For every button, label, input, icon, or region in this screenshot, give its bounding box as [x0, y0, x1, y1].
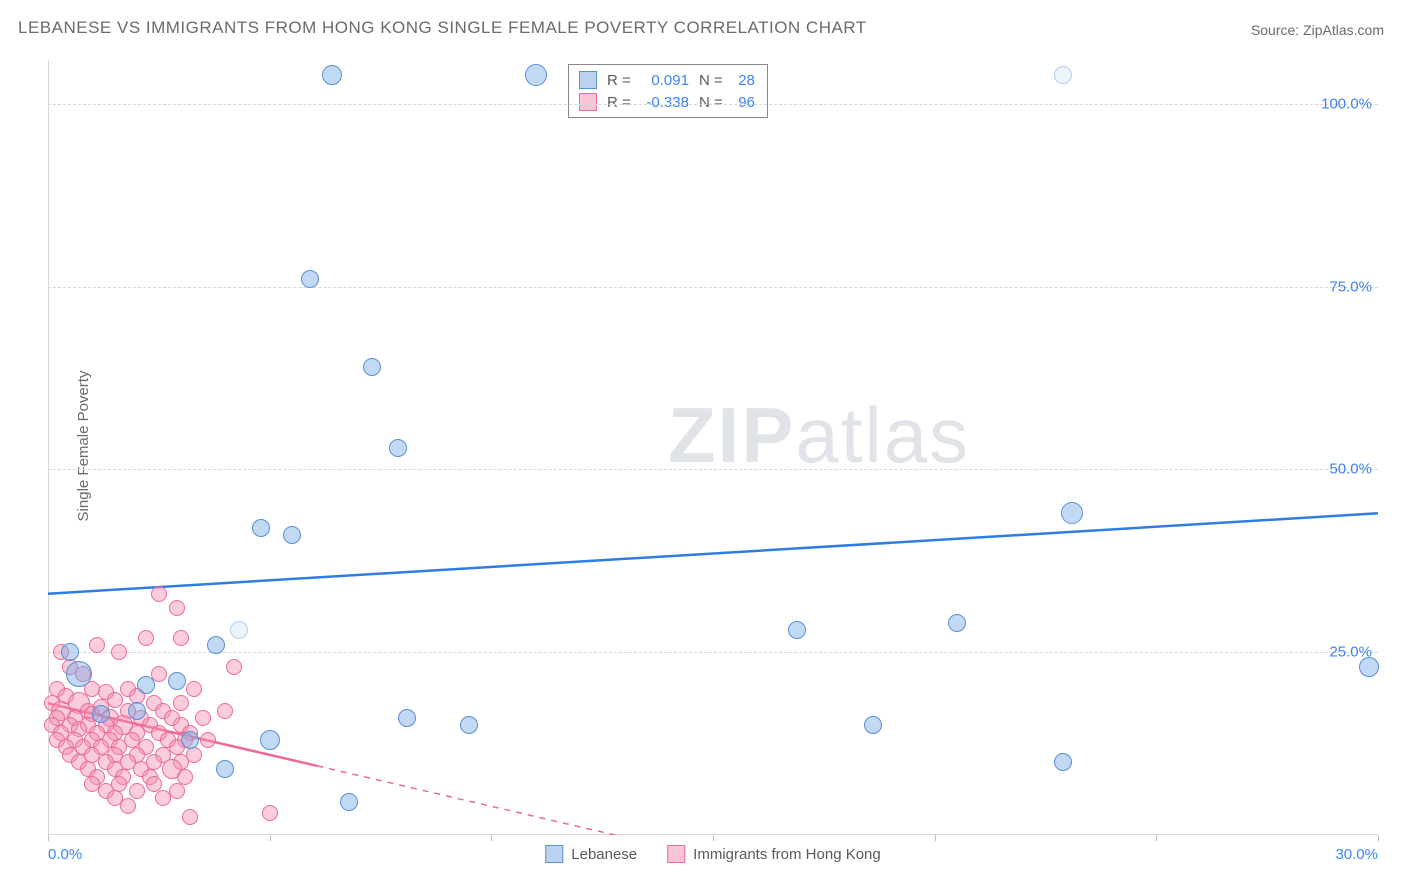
x-tick-label: 30.0%: [1335, 846, 1378, 863]
legend-label-hongkong: Immigrants from Hong Kong: [693, 846, 881, 863]
legend-item-hongkong: Immigrants from Hong Kong: [667, 845, 881, 863]
marker-lebanese: [1054, 753, 1072, 771]
n-label: N =: [699, 94, 723, 111]
stats-row-hongkong: R = -0.338 N = 96: [579, 93, 755, 111]
n-label: N =: [699, 72, 723, 89]
marker-hongkong: [89, 637, 105, 653]
legend: Lebanese Immigrants from Hong Kong: [545, 845, 880, 863]
swatch-hongkong: [579, 93, 597, 111]
marker-lebanese: [260, 730, 280, 750]
marker-hongkong: [186, 681, 202, 697]
legend-label-lebanese: Lebanese: [571, 846, 637, 863]
marker-lebanese: [1061, 502, 1083, 524]
marker-hongkong: [120, 798, 136, 814]
marker-lebanese: [322, 65, 342, 85]
marker-lebanese: [525, 64, 547, 86]
gridline-h: [48, 652, 1378, 653]
x-tick-mark: [713, 835, 714, 841]
gridline-h: [48, 469, 1378, 470]
marker-hongkong: [226, 659, 242, 675]
marker-lebanese: [398, 709, 416, 727]
marker-lebanese: [230, 621, 248, 639]
marker-hongkong: [173, 630, 189, 646]
marker-lebanese: [216, 760, 234, 778]
marker-lebanese: [92, 705, 110, 723]
marker-hongkong: [217, 703, 233, 719]
y-tick-label: 50.0%: [1329, 461, 1380, 478]
marker-lebanese: [252, 519, 270, 537]
marker-lebanese: [1359, 657, 1379, 677]
marker-lebanese: [168, 672, 186, 690]
marker-lebanese: [181, 731, 199, 749]
r-label: R =: [607, 72, 631, 89]
marker-hongkong: [111, 644, 127, 660]
marker-lebanese: [363, 358, 381, 376]
x-tick-mark: [270, 835, 271, 841]
marker-lebanese: [128, 702, 146, 720]
marker-hongkong: [173, 695, 189, 711]
correlation-stats-box: R = 0.091 N = 28 R = -0.338 N = 96: [568, 64, 768, 118]
marker-hongkong: [195, 710, 211, 726]
r-value-lebanese: 0.091: [635, 72, 689, 89]
x-tick-label: 0.0%: [48, 846, 82, 863]
marker-lebanese: [864, 716, 882, 734]
marker-hongkong: [200, 732, 216, 748]
y-tick-label: 75.0%: [1329, 278, 1380, 295]
marker-hongkong: [177, 769, 193, 785]
swatch-lebanese: [579, 71, 597, 89]
marker-hongkong: [146, 776, 162, 792]
marker-lebanese: [788, 621, 806, 639]
r-label: R =: [607, 94, 631, 111]
n-value-hongkong: 96: [727, 94, 755, 111]
marker-lebanese: [301, 270, 319, 288]
marker-hongkong: [169, 600, 185, 616]
marker-lebanese: [66, 661, 92, 687]
legend-item-lebanese: Lebanese: [545, 845, 637, 863]
n-value-lebanese: 28: [727, 72, 755, 89]
marker-lebanese: [340, 793, 358, 811]
x-tick-mark: [48, 835, 49, 841]
chart-title: LEBANESE VS IMMIGRANTS FROM HONG KONG SI…: [18, 18, 867, 38]
trend-lines: [48, 60, 1378, 835]
legend-swatch-lebanese: [545, 845, 563, 863]
marker-lebanese: [283, 526, 301, 544]
marker-hongkong: [129, 783, 145, 799]
marker-hongkong: [155, 790, 171, 806]
marker-lebanese: [389, 439, 407, 457]
x-tick-mark: [1378, 835, 1379, 841]
stats-row-lebanese: R = 0.091 N = 28: [579, 71, 755, 89]
marker-lebanese: [1054, 66, 1072, 84]
marker-hongkong: [182, 809, 198, 825]
y-tick-label: 100.0%: [1321, 95, 1380, 112]
marker-lebanese: [207, 636, 225, 654]
marker-hongkong: [151, 586, 167, 602]
x-tick-mark: [1156, 835, 1157, 841]
scatter-plot-area: ZIPatlas R = 0.091 N = 28 R = -0.338 N =…: [48, 60, 1378, 835]
x-tick-mark: [935, 835, 936, 841]
watermark-light: atlas: [795, 391, 970, 479]
x-tick-mark: [491, 835, 492, 841]
legend-swatch-hongkong: [667, 845, 685, 863]
marker-hongkong: [138, 630, 154, 646]
marker-lebanese: [948, 614, 966, 632]
marker-lebanese: [137, 676, 155, 694]
gridline-h: [48, 287, 1378, 288]
marker-hongkong: [262, 805, 278, 821]
r-value-hongkong: -0.338: [635, 94, 689, 111]
gridline-h: [48, 104, 1378, 105]
watermark-bold: ZIP: [668, 391, 795, 479]
marker-lebanese: [460, 716, 478, 734]
source-attribution: Source: ZipAtlas.com: [1251, 22, 1384, 38]
watermark: ZIPatlas: [668, 390, 970, 481]
marker-lebanese: [61, 643, 79, 661]
